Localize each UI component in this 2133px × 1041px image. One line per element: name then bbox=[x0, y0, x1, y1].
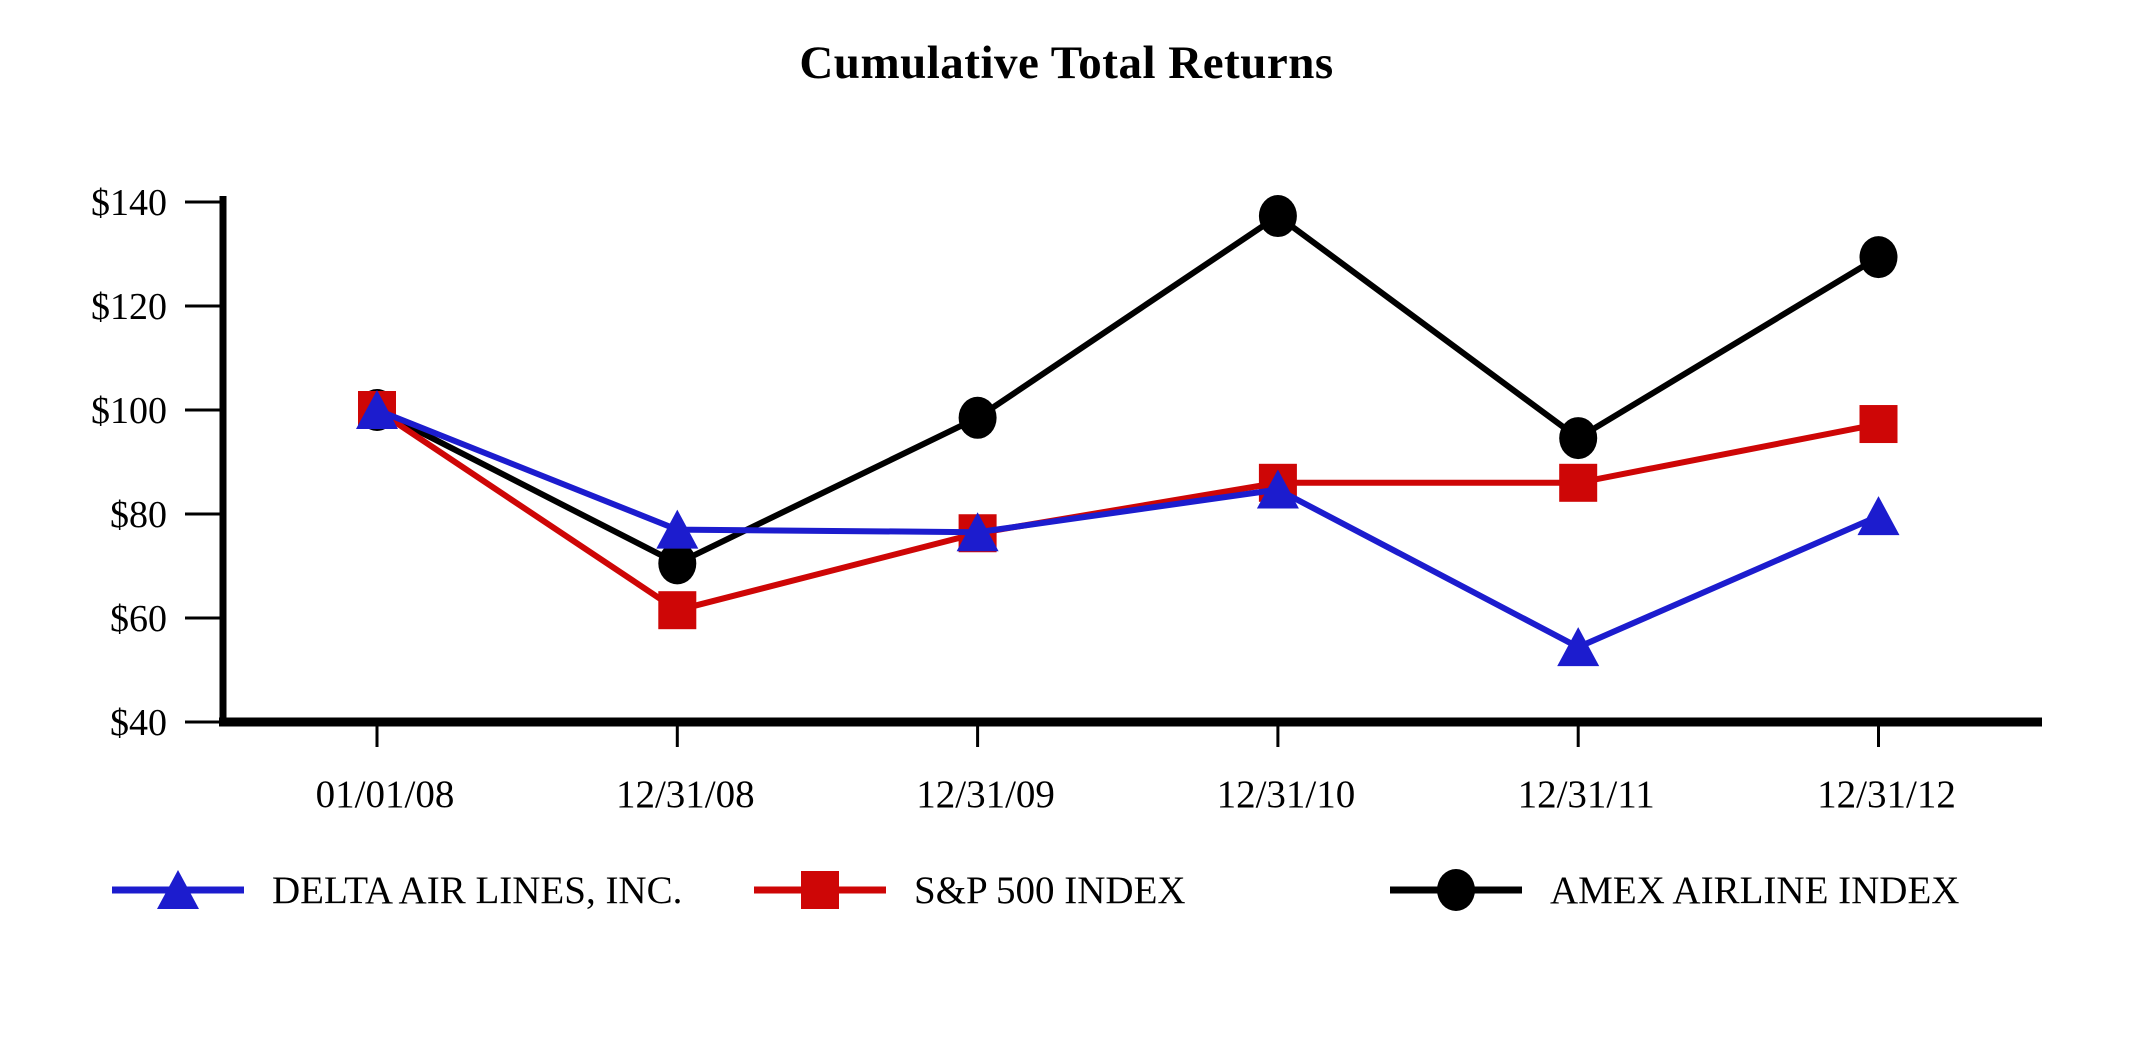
y-tick-label: $100 bbox=[91, 390, 167, 432]
legend-marker-1 bbox=[754, 871, 886, 909]
data-point-0-4 bbox=[1557, 627, 1600, 667]
x-tick-label: 12/31/11 bbox=[1518, 773, 1655, 816]
y-tick-label: $40 bbox=[110, 702, 167, 744]
data-point-2-4 bbox=[1559, 417, 1598, 460]
data-point-2-1 bbox=[658, 542, 697, 585]
legend-label-delta: DELTA AIR LINES, INC. bbox=[272, 868, 683, 912]
data-point-2-5 bbox=[1859, 236, 1898, 279]
data-point-1-5 bbox=[1859, 405, 1898, 444]
x-tick-label: 01/01/08 bbox=[316, 773, 455, 816]
legend-item-sp500: S&P 500 INDEX bbox=[752, 855, 1186, 925]
data-point-0-5 bbox=[1857, 496, 1900, 536]
y-tick-label: $140 bbox=[91, 182, 167, 224]
x-tick-label: 12/31/08 bbox=[616, 773, 755, 816]
x-tick-label: 12/31/09 bbox=[916, 773, 1055, 816]
data-point-2-2 bbox=[958, 396, 997, 439]
data-point-0-0 bbox=[356, 390, 398, 429]
y-tick-label: $80 bbox=[110, 494, 167, 536]
series-2 bbox=[358, 195, 1898, 585]
legend-marker-2 bbox=[1390, 869, 1522, 911]
chart-legend: DELTA AIR LINES, INC. S&P 500 INDEX AMEX… bbox=[0, 855, 2133, 925]
series-line-2 bbox=[375, 212, 1881, 567]
y-axis-ticks: $40 $60 $80 $100 $120 $140 bbox=[91, 182, 223, 744]
legend-item-amex: AMEX AIRLINE INDEX bbox=[1388, 855, 1959, 925]
data-point-1-4 bbox=[1559, 463, 1598, 502]
legend-marker-0 bbox=[112, 870, 244, 909]
legend-label-amex: AMEX AIRLINE INDEX bbox=[1550, 868, 1960, 912]
legend-shape-0 bbox=[157, 870, 199, 909]
y-tick-label: $120 bbox=[91, 286, 167, 328]
legend-shape-2 bbox=[1437, 869, 1475, 911]
series-0 bbox=[356, 390, 1900, 667]
legend-label-sp500: S&P 500 INDEX bbox=[914, 868, 1186, 912]
data-point-0-2 bbox=[956, 512, 999, 552]
chart-title: Cumulative Total Returns bbox=[799, 37, 1334, 89]
data-point-2-3 bbox=[1258, 195, 1297, 238]
y-tick-label: $60 bbox=[110, 598, 167, 640]
x-axis-ticks: 01/01/08 12/31/08 12/31/09 12/31/10 12/31/11… bbox=[316, 722, 1956, 816]
axes bbox=[219, 196, 2042, 727]
legend-shape-1 bbox=[801, 871, 839, 909]
amex-circle-legend-icon bbox=[1390, 869, 1522, 911]
x-tick-label: 12/31/12 bbox=[1817, 773, 1956, 816]
x-tick-label: 12/31/10 bbox=[1217, 773, 1356, 816]
data-point-1-1 bbox=[658, 591, 697, 630]
legend-item-delta: DELTA AIR LINES, INC. bbox=[110, 855, 682, 925]
data-point-0-1 bbox=[656, 509, 699, 549]
sp500-square-legend-icon bbox=[754, 871, 886, 909]
series-line-0 bbox=[375, 407, 1880, 651]
delta-triangle-legend-icon bbox=[112, 870, 244, 909]
data-point-0-3 bbox=[1256, 469, 1299, 509]
